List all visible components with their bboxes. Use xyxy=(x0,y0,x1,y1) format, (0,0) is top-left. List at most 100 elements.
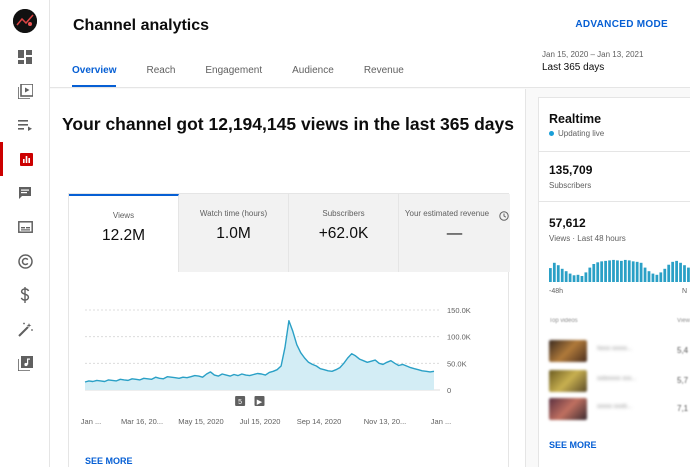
metric-label: Views xyxy=(112,211,135,220)
realtime-bar xyxy=(659,272,663,282)
realtime-bar xyxy=(549,268,552,282)
tab-overview[interactable]: Overview xyxy=(72,65,117,87)
realtime-views-value: 57,612 xyxy=(549,216,586,230)
chart-y-tick-label: 50.0K xyxy=(447,359,467,368)
realtime-status: Updating live xyxy=(549,129,604,138)
realtime-subscribers-label: Subscribers xyxy=(549,181,592,190)
metric-label: Watch time (hours) xyxy=(199,209,268,218)
video-views: 7,1 xyxy=(677,404,689,413)
tab-audience[interactable]: Audience xyxy=(292,65,334,76)
video-thumbnail xyxy=(549,340,587,362)
tab-engagement[interactable]: Engagement xyxy=(205,65,263,76)
chart-x-tick-label: Nov 13, 20... xyxy=(364,417,407,426)
clock-icon xyxy=(499,208,509,226)
divider xyxy=(539,201,690,202)
metric-label: Subscribers xyxy=(322,209,365,218)
realtime-bar xyxy=(663,268,667,282)
views-chart-svg: 150.0K 100.0K 50.0K 0 5 ▶ Jan ... Mar 16, 20...… xyxy=(81,306,471,426)
realtime-bar xyxy=(675,260,678,282)
video-title: xxxxx xxxlll... xyxy=(597,404,632,410)
views-header: View xyxy=(677,318,690,324)
chart-x-tick-label: Sep 14, 2020 xyxy=(297,417,342,426)
video-thumbnail xyxy=(549,370,587,392)
channel-avatar[interactable] xyxy=(13,9,37,33)
date-range[interactable]: Jan 15, 2020 – Jan 13, 2021 xyxy=(542,50,644,59)
realtime-bar xyxy=(635,261,639,282)
tab-revenue[interactable]: Revenue xyxy=(363,65,404,76)
analytics-tabs: Overview Reach Engagement Audience Reven… xyxy=(72,65,434,87)
audio-library-icon xyxy=(17,355,33,371)
top-video-row[interactable]: Nxxx xxxxx... 5,4 xyxy=(549,340,690,362)
realtime-card: Realtime Updating live 135,709 Subscribe… xyxy=(538,97,690,467)
metric-value: +62.0K xyxy=(318,225,369,242)
advanced-mode-button[interactable]: ADVANCED MODE xyxy=(575,19,668,30)
realtime-bar xyxy=(596,262,600,282)
comment-icon xyxy=(18,186,32,200)
sidebar-item-comments[interactable] xyxy=(0,176,50,210)
realtime-bar xyxy=(687,267,690,282)
realtime-bar xyxy=(604,260,607,282)
sidebar-item-customization[interactable] xyxy=(0,312,50,346)
sidebar-item-subtitles[interactable] xyxy=(0,210,50,244)
chart-y-tick-label: 100.0K xyxy=(447,333,471,342)
realtime-bar xyxy=(608,260,611,282)
chart-x-tick-label: Jan ... xyxy=(81,417,101,426)
realtime-see-more-link[interactable]: SEE MORE xyxy=(549,440,597,450)
see-more-link[interactable]: SEE MORE xyxy=(85,456,133,466)
realtime-bar xyxy=(564,271,568,282)
dollar-icon xyxy=(20,287,30,303)
chart-x-tick-label: Jul 15, 2020 xyxy=(240,417,281,426)
tab-reach[interactable]: Reach xyxy=(146,65,176,76)
divider xyxy=(539,151,690,152)
metric-tab-revenue[interactable]: Your estimated revenue — xyxy=(399,194,510,272)
magic-wand-icon xyxy=(17,322,33,337)
metric-value: — xyxy=(446,225,463,242)
top-video-row[interactable]: xxxxx xxxlll... 7,1 xyxy=(549,398,690,420)
sidebar-item-content[interactable] xyxy=(0,74,50,108)
realtime-bar xyxy=(631,261,635,282)
realtime-bar xyxy=(616,260,619,282)
chart-marker-label: 5 xyxy=(238,399,242,406)
copyright-icon xyxy=(17,253,33,269)
realtime-bar xyxy=(568,273,572,282)
video-views: 5,4 xyxy=(677,346,689,355)
video-library-icon xyxy=(17,83,33,99)
metric-value: 12.2M xyxy=(101,227,146,244)
sidebar-item-analytics[interactable] xyxy=(0,142,50,176)
chart-y-tick-label: 150.0K xyxy=(447,306,471,315)
realtime-bar xyxy=(592,264,596,282)
chart-y-tick-label: 0 xyxy=(447,386,451,395)
top-video-row[interactable]: xxllxxxxx xxx... 5,7 xyxy=(549,370,690,392)
sidebar-item-monetization[interactable] xyxy=(0,278,50,312)
metrics-card: Views 12.2M Watch time (hours) 1.0M Subs… xyxy=(68,193,510,467)
realtime-bar xyxy=(643,267,647,282)
realtime-bar xyxy=(667,264,671,282)
chart-x-tick-label: May 15, 2020 xyxy=(178,417,223,426)
realtime-bar xyxy=(655,274,659,282)
chart-marker-label: ▶ xyxy=(257,399,263,406)
realtime-bar xyxy=(671,261,675,282)
realtime-bar xyxy=(552,262,556,282)
chart-marker-play[interactable] xyxy=(254,396,265,406)
realtime-bar xyxy=(623,259,627,282)
realtime-axis-start: -48h xyxy=(549,288,564,295)
page-title: Channel analytics xyxy=(73,17,210,34)
video-title: xxllxxxxx xxx... xyxy=(597,376,637,382)
realtime-bar xyxy=(683,265,686,282)
sidebar-item-dashboard[interactable] xyxy=(0,40,50,74)
sidebar-item-audio-library[interactable] xyxy=(0,346,50,380)
realtime-bar xyxy=(639,262,643,282)
realtime-bar xyxy=(600,261,604,282)
sidebar-item-copyright[interactable] xyxy=(0,244,50,278)
realtime-bars-svg xyxy=(549,259,690,282)
sidebar-item-playlists[interactable] xyxy=(0,108,50,142)
metric-tab-subscribers[interactable]: Subscribers +62.0K xyxy=(289,194,399,272)
top-videos-header: Top videos xyxy=(549,318,578,324)
views-chart: 150.0K 100.0K 50.0K 0 5 ▶ Jan ... Mar 16, 20...… xyxy=(79,304,504,459)
chart-marker-5[interactable] xyxy=(235,396,246,406)
metric-tab-watch-time[interactable]: Watch time (hours) 1.0M xyxy=(179,194,289,272)
realtime-axis-end: N xyxy=(682,288,688,295)
metric-tab-views[interactable]: Views 12.2M xyxy=(69,194,179,272)
period-selector[interactable]: Last 365 days xyxy=(542,62,605,73)
realtime-bar xyxy=(584,272,588,282)
